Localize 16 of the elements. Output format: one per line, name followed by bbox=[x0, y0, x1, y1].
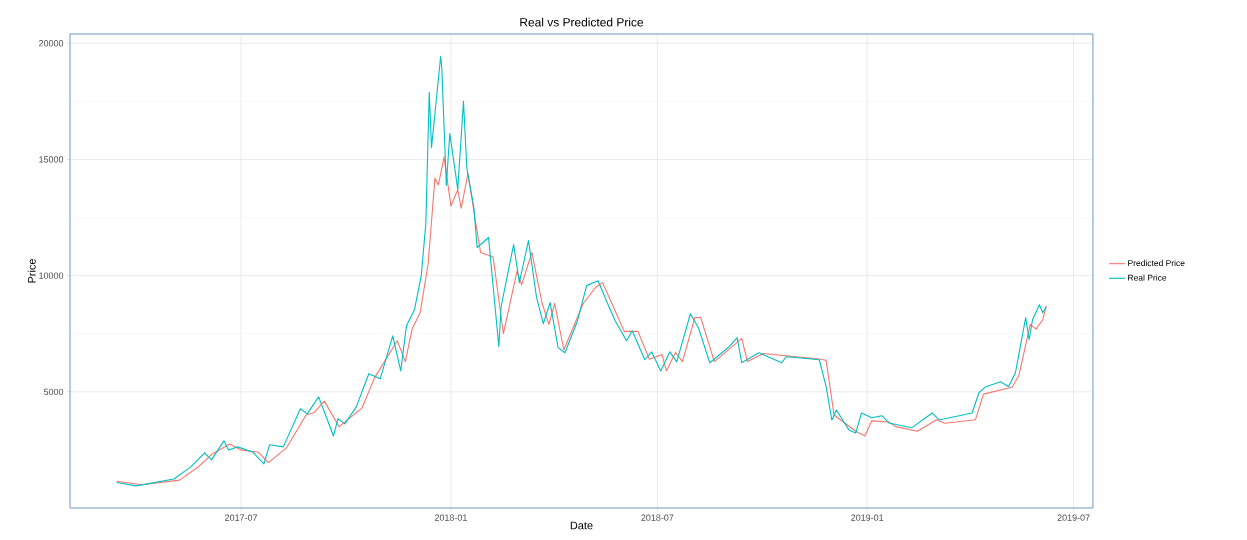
line-series bbox=[116, 156, 1047, 486]
y-axis-title: Price bbox=[27, 258, 36, 283]
x-tick-label: 2018-07 bbox=[641, 514, 674, 521]
y-tick-label: 5000 bbox=[43, 388, 64, 395]
line-series bbox=[116, 55, 1047, 487]
y-tick-label: 20000 bbox=[39, 40, 64, 47]
x-tick-label: 2017-07 bbox=[225, 514, 258, 521]
y-tick-label: 15000 bbox=[39, 156, 64, 163]
legend-label: Real Price bbox=[1128, 274, 1167, 281]
x-tick-label: 2019-07 bbox=[1057, 514, 1090, 521]
y-tick-label: 10000 bbox=[39, 272, 64, 279]
legend-label: Predicted Price bbox=[1128, 259, 1185, 267]
chart-title: Real vs Predicted Price bbox=[520, 17, 644, 27]
x-axis-title: Date bbox=[570, 521, 593, 530]
x-tick-label: 2019-01 bbox=[851, 514, 884, 521]
x-tick-label: 2018-01 bbox=[434, 514, 467, 521]
